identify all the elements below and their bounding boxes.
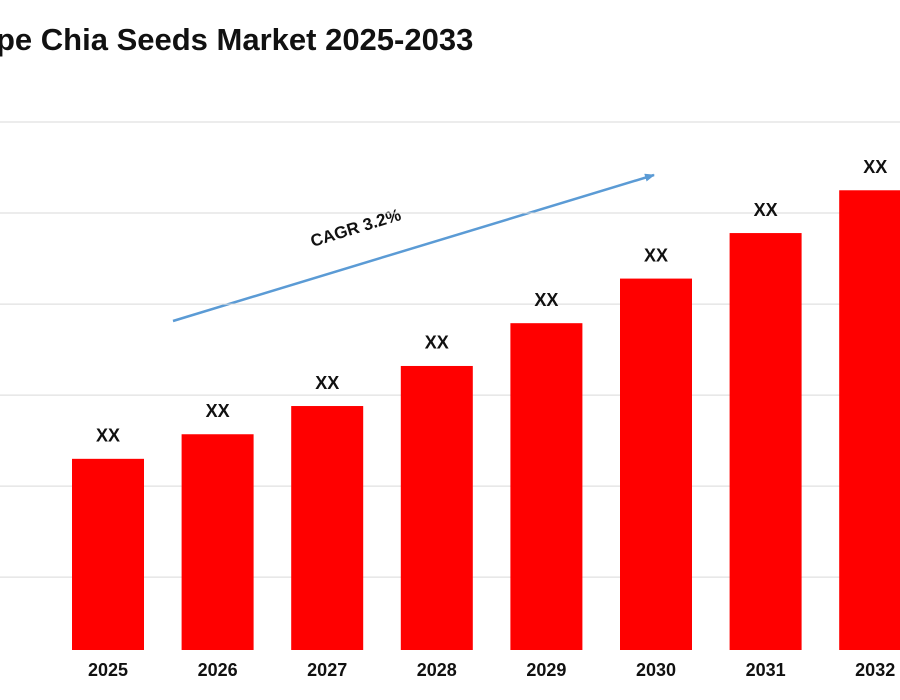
bar — [620, 278, 692, 650]
data-label: XX — [96, 426, 120, 446]
x-tick-label: 2026 — [198, 660, 238, 680]
x-tick-label: 2031 — [746, 660, 786, 680]
chart-title: pe Chia Seeds Market 2025-2033 — [0, 22, 473, 57]
x-tick-label: 2025 — [88, 660, 128, 680]
cagr-arrow — [172, 173, 655, 323]
data-label: XX — [863, 157, 887, 177]
bar — [510, 323, 583, 650]
data-label: XX — [206, 401, 230, 421]
data-label: XX — [534, 290, 558, 310]
bar — [291, 406, 364, 650]
data-label: XX — [315, 373, 339, 393]
x-tick-label: 2028 — [417, 660, 457, 680]
x-tick-label: 2032 — [855, 660, 895, 680]
x-tick-label: 2030 — [636, 660, 676, 680]
cagr-label: CAGR 3.2% — [308, 205, 403, 251]
bar — [72, 458, 144, 650]
data-label: XX — [644, 245, 668, 265]
bar — [400, 365, 473, 650]
bar — [839, 190, 900, 650]
bar — [181, 434, 254, 650]
bar — [729, 233, 802, 650]
x-tick-label: 2027 — [307, 660, 347, 680]
data-label: XX — [425, 333, 449, 353]
x-tick-label: 2029 — [526, 660, 566, 680]
data-label: XX — [754, 200, 778, 220]
